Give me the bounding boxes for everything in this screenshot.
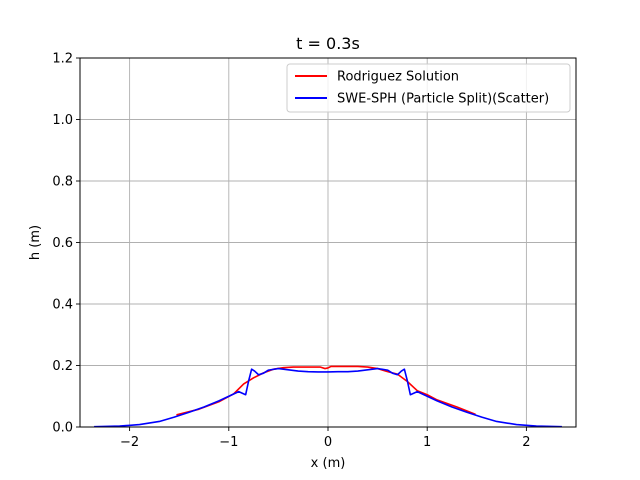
legend: Rodriguez Solution SWE-SPH (Particle Spl… bbox=[286, 63, 571, 113]
chart-title: t = 0.3s bbox=[296, 34, 360, 53]
y-tick-label: 0.6 bbox=[52, 236, 73, 251]
x-tick-label: 0 bbox=[324, 435, 332, 450]
x-tick-label: −1 bbox=[219, 435, 238, 450]
y-tick-label: 1.2 bbox=[52, 52, 73, 67]
x-tick-label: −2 bbox=[120, 435, 139, 450]
y-tick-label: 0.8 bbox=[52, 175, 73, 190]
x-tick-label: 2 bbox=[522, 435, 530, 450]
series-line-swe-sph bbox=[94, 367, 562, 428]
y-axis-label: h (m) bbox=[28, 225, 43, 260]
axis-ticks: −2 −1 0 1 2 0.0 0.2 0.4 0.6 0.8 1.0 1.2 bbox=[52, 52, 530, 451]
y-tick-label: 0.2 bbox=[52, 359, 73, 374]
x-tick-label: 1 bbox=[423, 435, 431, 450]
legend-box bbox=[286, 63, 571, 113]
series-line-rodriguez-solution bbox=[176, 365, 476, 416]
legend-label-rodriguez-solution: Rodriguez Solution bbox=[337, 70, 459, 85]
y-tick-label: 0.0 bbox=[52, 421, 73, 436]
y-tick-label: 0.4 bbox=[52, 298, 73, 313]
y-tick-label: 1.0 bbox=[52, 113, 73, 128]
legend-label-swe-sph: SWE-SPH (Particle Split)(Scatter) bbox=[337, 92, 549, 107]
series-layer bbox=[94, 365, 562, 428]
x-axis-label: x (m) bbox=[311, 456, 346, 471]
